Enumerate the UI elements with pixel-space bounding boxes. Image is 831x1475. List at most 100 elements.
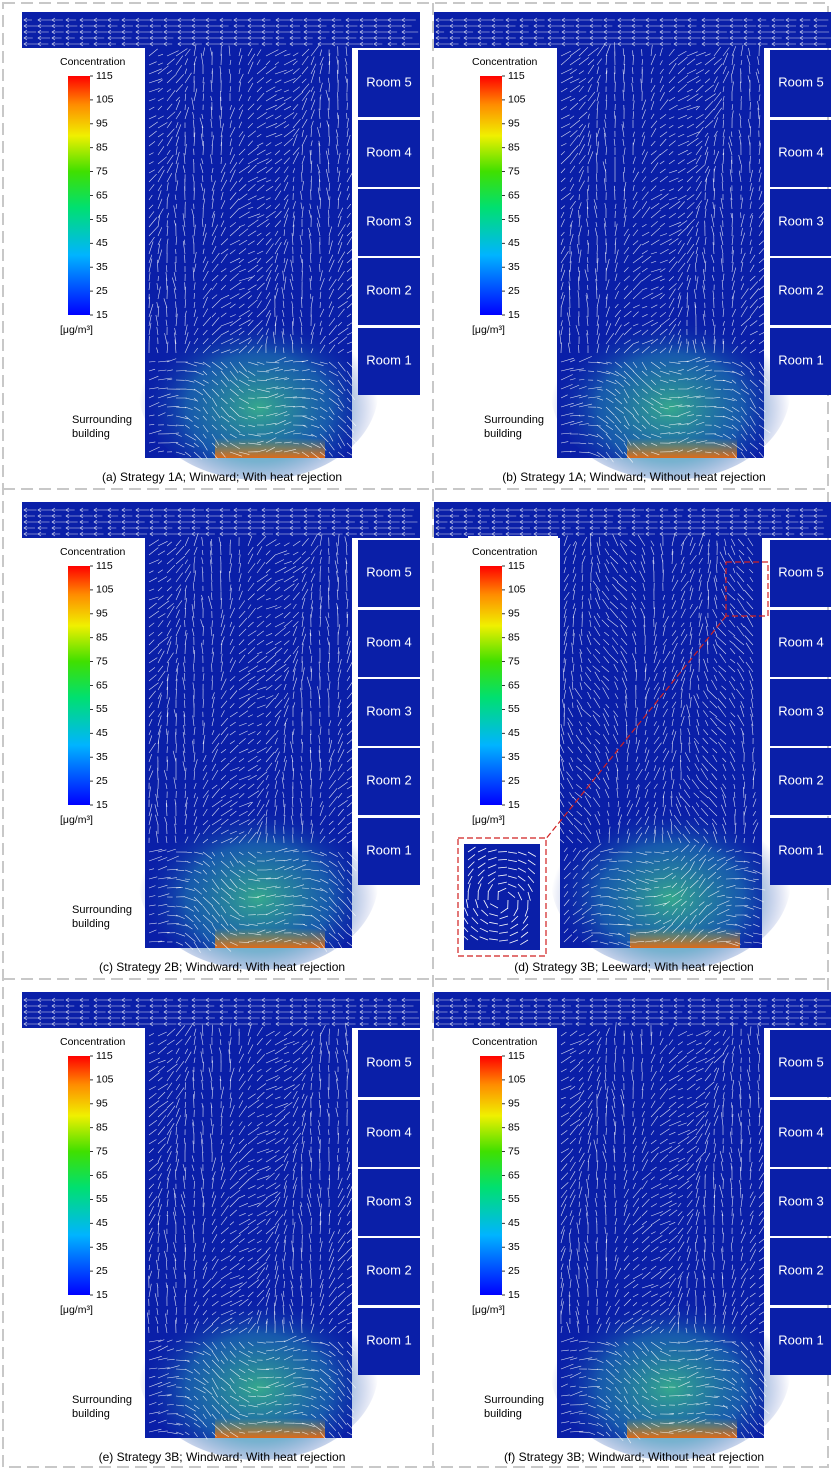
room [358,610,420,677]
room-label: Room 3 [778,1193,824,1208]
colorbar-tick-label: 75 [96,655,108,667]
colorbar-unit: [μg/m³] [472,324,505,336]
colorbar-tick-label: 35 [508,1241,520,1253]
surrounding-label: Surrounding [484,1394,544,1406]
colorbar-tick-label: 85 [508,631,520,643]
zoom-inset [457,561,769,957]
room [358,1308,420,1375]
colorbar-tick-label: 45 [508,1217,520,1229]
hot-spot [627,1418,737,1438]
colorbar-unit: [μg/m³] [60,324,93,336]
colorbar-tick-label: 35 [508,261,520,273]
velocity-vectors [23,17,420,460]
colorbar-tick-label: 65 [508,189,520,201]
colorbar-tick-label: 105 [96,94,114,106]
colorbar-tick-label: 15 [96,1289,108,1301]
room-label: Room 2 [778,772,824,787]
room-label: Room 5 [778,1054,824,1069]
room-label: Room 4 [778,144,824,159]
caption: (d) Strategy 3B; Leeward; With heat reje… [514,960,753,974]
room [358,189,420,256]
room-label: Room 5 [366,74,412,89]
colorbar-tick-label: 85 [96,631,108,643]
colorbar-tick-label: 115 [96,70,113,82]
surrounding-label: Surrounding [72,414,132,426]
surrounding-label: building [72,918,110,930]
colorbar-tick-label: 45 [96,727,108,739]
room [358,679,420,746]
room-label: Room 4 [778,634,824,649]
colorbar-tick-label: 35 [96,751,108,763]
room [770,328,831,395]
room [358,1238,420,1305]
velocity-vectors [23,997,420,1443]
colorbar-tick-label: 45 [96,237,108,249]
room [770,120,831,187]
concentration-cloud [550,300,791,480]
room [358,258,420,325]
colorbar [480,76,502,315]
colorbar-unit: [μg/m³] [60,814,93,826]
room [770,189,831,256]
colorbar-tick-label: 95 [508,118,520,130]
hot-spot [215,928,325,948]
caption: (f) Strategy 3B; Windward; Without heat … [504,1450,764,1464]
colorbar-tick-label: 65 [96,1169,108,1181]
colorbar-unit: [μg/m³] [472,814,505,826]
top-channel [22,12,420,48]
colorbar-tick-label: 105 [96,1074,114,1086]
room-label: Room 2 [778,1262,824,1277]
colorbar-unit: [μg/m³] [472,1304,505,1316]
colorbar-tick-label: 15 [508,309,520,321]
room-label: Room 3 [778,213,824,228]
room [770,1169,831,1236]
legend-title: Concentration [472,56,538,68]
colorbar-tick-label: 115 [508,560,525,572]
room-label: Room 1 [366,352,412,367]
colorbar-tick-label: 55 [508,213,520,225]
colorbar-tick-label: 65 [96,679,108,691]
colorbar-tick-label: 25 [96,1265,108,1277]
room [770,50,831,117]
surrounding-label: Surrounding [484,414,544,426]
room-label: Room 1 [366,1332,412,1347]
velocity-vectors [435,17,831,463]
room-label: Room 4 [366,144,412,159]
colorbar-tick-label: 45 [508,237,520,249]
room [770,540,831,607]
colorbar-tick-label: 35 [96,261,108,273]
colorbar-tick-label: 105 [508,1074,526,1086]
colorbar-tick-label: 25 [96,285,108,297]
velocity-vectors [435,507,827,947]
colorbar-tick-label: 25 [508,1265,520,1277]
room-label: Room 5 [778,74,824,89]
room-label: Room 3 [366,703,412,718]
colorbar-tick-label: 85 [96,1121,108,1133]
colorbar-tick-label: 15 [508,799,520,811]
caption: (c) Strategy 2B; Windward; With heat rej… [99,960,345,974]
caption: (a) Strategy 1A; Winward; With heat reje… [102,470,342,484]
colorbar-tick-label: 25 [96,775,108,787]
inset-frame [457,837,547,957]
surrounding-label: Surrounding [72,904,132,916]
room [358,818,420,885]
colorbar-tick-label: 55 [508,1193,520,1205]
colorbar-tick-label: 25 [508,285,520,297]
colorbar-tick-label: 65 [96,189,108,201]
surrounding-label: building [484,428,522,440]
concentration-cloud [550,1280,791,1460]
velocity-vectors [23,507,418,953]
top-channel [434,502,831,538]
colorbar [68,566,90,805]
colorbar-tick-label: 105 [508,94,526,106]
colorbar-tick-label: 95 [96,608,108,620]
colorbar-tick-label: 115 [508,1050,525,1062]
colorbar-tick-label: 15 [96,799,108,811]
panel: Room 5 Room 4 Room 3 Room 2 Room 1 Concentrat… [434,992,831,1464]
concentration-cloud [551,790,791,970]
colorbar-tick-label: 35 [508,751,520,763]
room [358,748,420,815]
colorbar-tick-label: 95 [508,1098,520,1110]
